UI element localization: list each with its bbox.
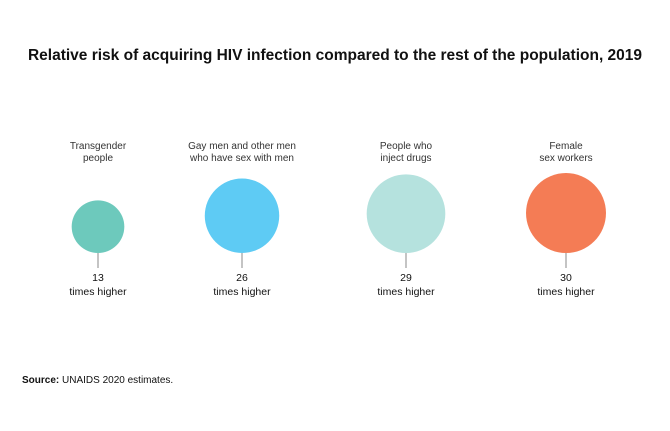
unit-label: times higher <box>377 286 435 298</box>
bubble <box>526 173 606 253</box>
source-note: Source: UNAIDS 2020 estimates. <box>22 375 173 386</box>
bubble <box>71 200 125 253</box>
source-text: UNAIDS 2020 estimates. <box>62 375 174 386</box>
category-label: people <box>83 153 113 164</box>
value-label: 13 <box>92 272 104 284</box>
unit-label: times higher <box>537 286 595 298</box>
category-label: Transgender <box>70 141 127 152</box>
category-label: who have sex with men <box>189 153 294 164</box>
value-label: 30 <box>560 272 572 284</box>
category-label: People who <box>380 141 433 152</box>
value-label: 26 <box>236 272 248 284</box>
chart-title: Relative risk of acquiring HIV infection… <box>27 47 643 64</box>
unit-label: times higher <box>213 286 271 298</box>
bubble <box>366 174 446 253</box>
category-label: inject drugs <box>380 153 431 164</box>
category-label: sex workers <box>539 153 592 164</box>
source-label: Source: <box>22 375 60 386</box>
category-label: Female <box>549 141 583 152</box>
value-label: 29 <box>400 272 412 284</box>
bubble <box>204 178 280 253</box>
category-label: Gay men and other men <box>188 141 296 152</box>
unit-label: times higher <box>69 286 127 298</box>
